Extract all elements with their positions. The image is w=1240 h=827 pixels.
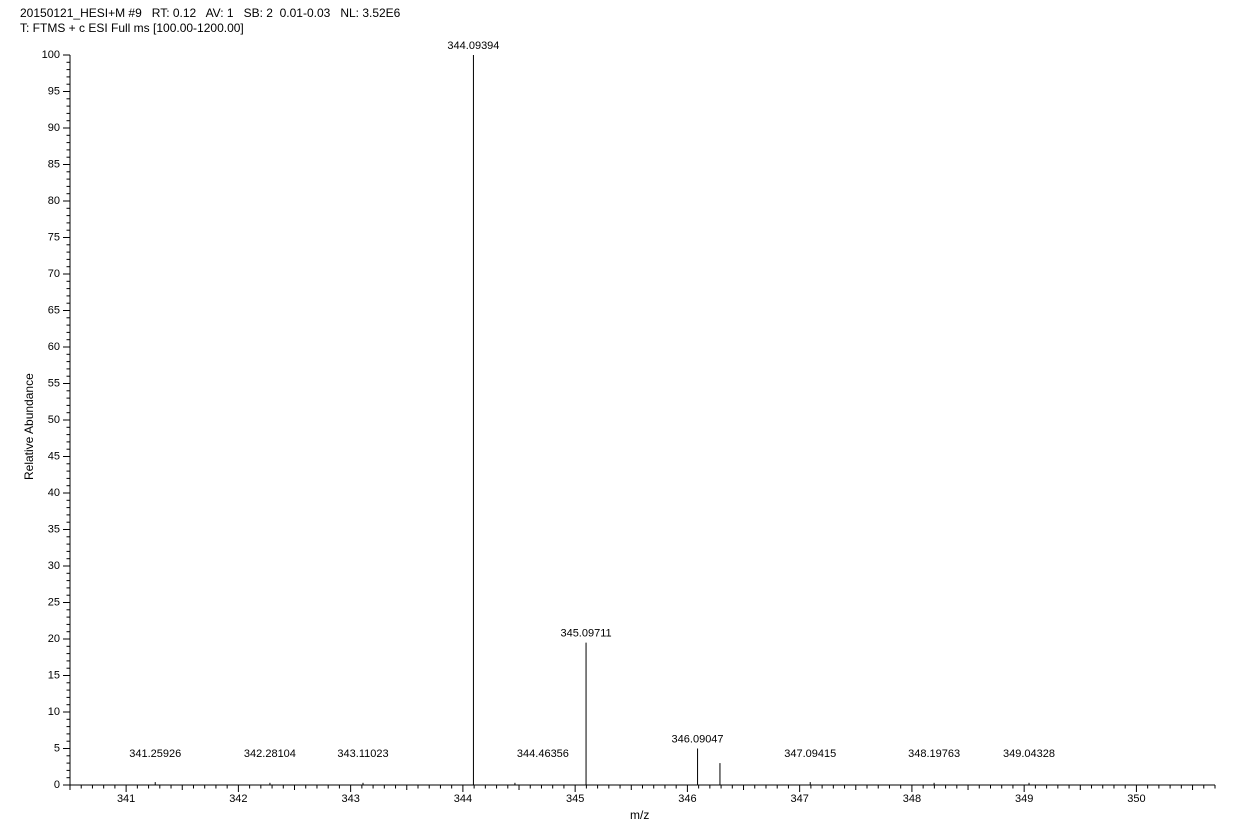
y-tick-label: 60 [48, 341, 60, 353]
y-tick-label: 50 [48, 414, 60, 426]
x-tick-label: 349 [1015, 793, 1033, 805]
spectrum-svg: 0 5 10 15 20 25 30 35 40 45 50 55 60 65 70 75 80 85 90 95 10… [0, 0, 1240, 827]
y-tick-label: 0 [54, 779, 60, 791]
x-tick-label: 350 [1127, 793, 1145, 805]
y-tick-label: 55 [48, 377, 60, 389]
peak-label: 344.09394 [447, 40, 499, 52]
x-tick-label: 344 [454, 793, 472, 805]
peak-label: 347.09415 [784, 748, 836, 760]
peak-label: 342.28104 [244, 748, 296, 760]
x-tick-label: 346 [678, 793, 696, 805]
y-tick-label: 20 [48, 633, 60, 645]
y-tick-label: 15 [48, 669, 60, 681]
x-tick-label: 345 [566, 793, 584, 805]
y-tick-label: 95 [48, 85, 60, 97]
y-tick-label: 70 [48, 268, 60, 280]
spectrum-container: { "header": { "line1": "20150121_HESI+M … [0, 0, 1240, 827]
x-tick-label: 341 [117, 793, 135, 805]
peak-label: 341.25926 [129, 748, 181, 760]
peak-label: 343.11023 [337, 748, 388, 760]
y-tick-label: 80 [48, 195, 60, 207]
y-tick-label: 25 [48, 596, 60, 608]
x-tick-label: 347 [790, 793, 808, 805]
y-tick-label: 85 [48, 158, 60, 170]
y-tick-label: 90 [48, 122, 60, 134]
x-tick-label: 348 [903, 793, 921, 805]
y-tick-label: 100 [42, 49, 60, 61]
y-tick-label: 65 [48, 304, 60, 316]
y-tick-label: 10 [48, 706, 60, 718]
y-tick-label: 40 [48, 487, 60, 499]
y-tick-label: 30 [48, 560, 60, 572]
x-tick-label: 342 [229, 793, 247, 805]
x-tick-label: 343 [341, 793, 359, 805]
peak-label: 345.09711 [560, 628, 611, 640]
y-tick-label: 45 [48, 450, 60, 462]
peak-label: 349.04328 [1003, 748, 1055, 760]
peak-label: 348.19763 [908, 748, 960, 760]
peak-label: 346.09047 [672, 734, 724, 746]
peak-label: 344.46356 [517, 748, 569, 760]
y-tick-label: 75 [48, 231, 60, 243]
y-tick-label: 35 [48, 523, 60, 535]
y-tick-label: 5 [54, 742, 60, 754]
